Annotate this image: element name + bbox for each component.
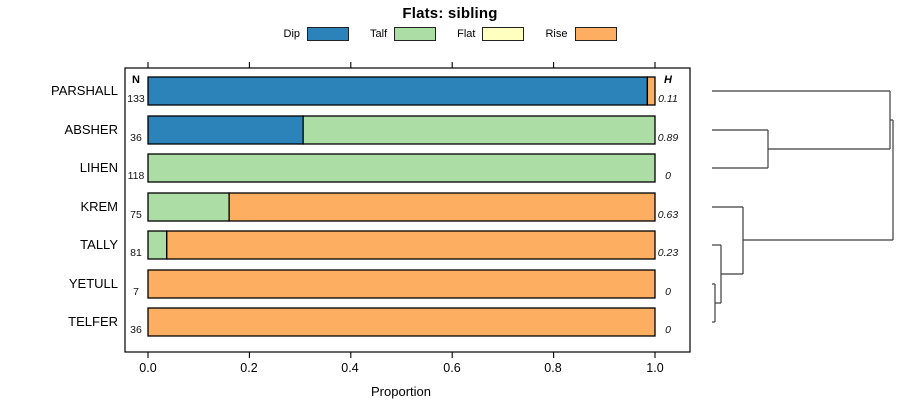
bar-segment-krem-rise: [228, 192, 656, 222]
legend-label-talf: Talf: [370, 28, 388, 40]
h-value-krem: 0.63: [657, 209, 679, 221]
h-value-telfer: 0: [665, 324, 671, 336]
bar-segment-yetull-rise: [147, 269, 656, 299]
plot-box: [124, 67, 691, 353]
h-value-parshall: 0.11: [658, 93, 678, 105]
row-label-yetull: YETULL: [68, 276, 118, 291]
bar-segment-telfer-rise: [147, 307, 656, 337]
row-label-telfer: TELFER: [68, 314, 118, 329]
n-value-parshall: 133: [127, 93, 145, 105]
legend-swatch-dip: [307, 27, 350, 41]
h-value-yetull: 0: [665, 286, 671, 298]
x-tick-0.2: 0.2: [240, 361, 258, 375]
x-tick-0.4: 0.4: [341, 361, 359, 375]
chart-title: Flats: sibling: [402, 5, 498, 22]
legend-item-dip: Dip: [284, 27, 350, 41]
n-value-krem: 75: [130, 209, 142, 221]
legend-swatch-flat: [482, 27, 525, 41]
legend-item-talf: Talf: [370, 27, 437, 41]
legend: Dip Talf Flat Rise: [0, 27, 900, 41]
row-label-absher: ABSHER: [64, 122, 118, 137]
legend-label-rise: Rise: [545, 28, 568, 40]
bar-segment-lihen-talf: [147, 153, 656, 183]
row-label-tally: TALLY: [80, 237, 118, 252]
x-tick-0.0: 0.0: [139, 361, 157, 375]
n-value-telfer: 36: [130, 324, 142, 336]
legend-label-flat: Flat: [457, 28, 476, 40]
n-value-absher: 36: [130, 132, 142, 144]
bar-segment-absher-talf: [302, 115, 656, 145]
x-tick-0.6: 0.6: [443, 361, 461, 375]
h-value-absher: 0.89: [657, 132, 679, 144]
row-label-parshall: PARSHALL: [51, 83, 118, 98]
legend-label-dip: Dip: [283, 28, 301, 40]
legend-swatch-rise: [574, 27, 617, 41]
bar-segment-absher-dip: [147, 115, 304, 145]
bar-segment-tally-rise: [166, 230, 656, 260]
x-tick-1.0: 1.0: [646, 361, 664, 375]
h-value-lihen: 0: [665, 170, 671, 182]
bar-segment-parshall-rise: [646, 76, 656, 106]
n-value-tally: 81: [130, 247, 142, 259]
x-tick-0.8: 0.8: [544, 361, 562, 375]
row-label-krem: KREM: [80, 199, 118, 214]
legend-swatch-talf: [394, 27, 437, 41]
h-value-tally: 0.23: [657, 247, 679, 259]
row-label-lihen: LIHEN: [79, 160, 118, 175]
bar-segment-parshall-dip: [147, 76, 649, 106]
n-value-yetull: 7: [133, 286, 139, 298]
x-axis-title: Proportion: [371, 384, 431, 399]
bar-segment-krem-talf: [147, 192, 230, 222]
n-column-header: N: [132, 74, 140, 86]
h-column-header: H: [664, 74, 672, 86]
legend-item-rise: Rise: [545, 27, 617, 41]
bar-segment-tally-talf: [147, 230, 168, 260]
legend-item-flat: Flat: [457, 27, 525, 41]
n-value-lihen: 118: [127, 170, 145, 182]
